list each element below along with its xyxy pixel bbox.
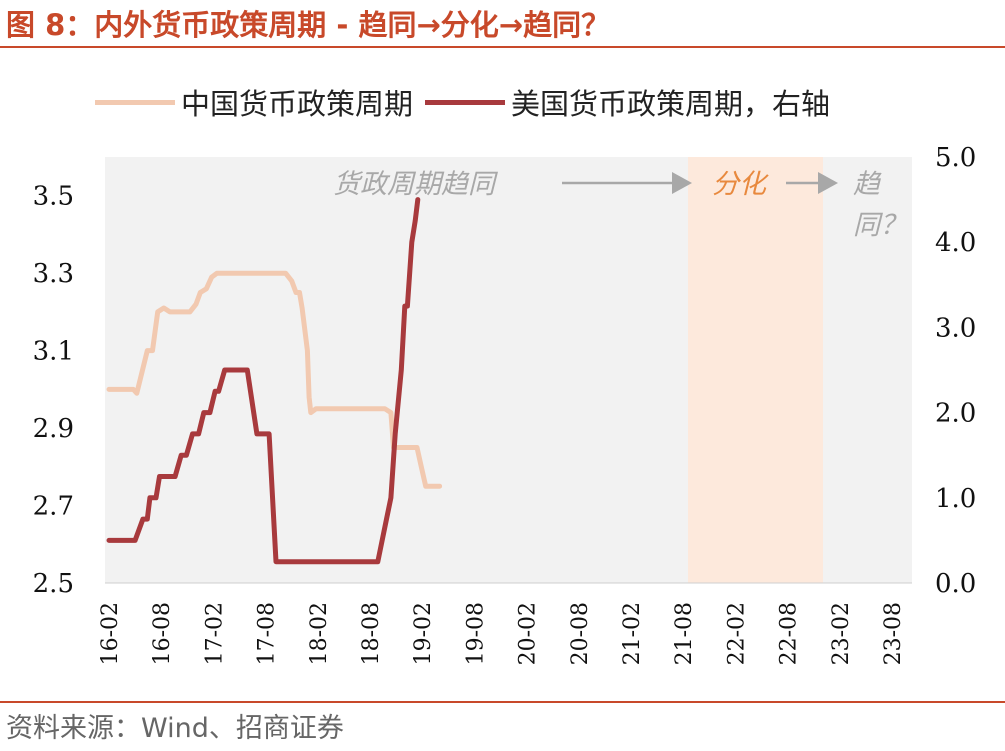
arrow-head-2: [818, 172, 838, 194]
series-line-us: [106, 197, 421, 565]
y-left-tick-label: 3.1: [33, 337, 74, 367]
y-right-tick-label: 0.0: [935, 569, 976, 599]
x-tick-label: 16-02: [98, 602, 123, 665]
x-tick-label: 19-02: [411, 602, 436, 665]
y-left-tick-label: 2.5: [33, 569, 74, 599]
shaded-regions: [105, 157, 912, 584]
chart-title: 图 8：内外货币政策周期 - 趋同→分化→趋同？: [6, 8, 611, 42]
x-tick-label: 22-02: [724, 602, 749, 665]
y-left-tick-label: 2.9: [33, 414, 74, 444]
x-tick-label: 23-08: [881, 602, 906, 665]
x-tick-label: 21-08: [672, 602, 697, 665]
shade-converge-2: [823, 157, 912, 583]
y-right-tick-label: 2.0: [935, 399, 976, 429]
y-right-tick-label: 1.0: [935, 484, 976, 514]
source-note: 资料来源：Wind、招商证券: [6, 713, 344, 744]
right-y-axis: 0.0 1.0 2.0 3.0 4.0 5.0: [935, 143, 976, 599]
annotation-reconverge-line2: 同？: [853, 210, 907, 241]
y-left-tick-label: 3.5: [33, 182, 74, 212]
x-tick-label: 20-08: [568, 602, 593, 665]
x-tick-label: 23-02: [829, 602, 854, 665]
legend-label-us: 美国货币政策周期，右轴: [511, 87, 831, 121]
x-tick-label: 18-02: [307, 602, 332, 665]
annotation-converge: 货政周期趋同: [333, 169, 498, 200]
legend-swatch-us: [425, 99, 506, 105]
chart-area: 2.5 2.7 2.9 3.1 3.3 3.5 0.0 1.0 2.0 3.0 4.0 5.0 16…: [33, 143, 977, 665]
y-right-tick-label: 5.0: [935, 143, 976, 173]
x-tick-label: 19-08: [463, 602, 488, 665]
series-lines: [106, 197, 443, 565]
y-right-tick-label: 3.0: [935, 313, 976, 343]
x-tick-label: 17-02: [202, 602, 227, 665]
x-tick-label: 21-02: [620, 602, 645, 665]
arrow-head-1: [672, 172, 692, 194]
y-left-tick-label: 3.3: [33, 259, 74, 289]
annotations: 货政周期趋同 分化 趋同？: [333, 169, 907, 241]
x-axis: 16-02 16-08 17-02 17-08 18-02 18-08 19-02 19-08…: [98, 602, 906, 665]
left-y-axis: 2.5 2.7 2.9 3.1 3.3 3.5: [33, 182, 74, 599]
legend-item-china: 中国货币政策周期: [95, 81, 413, 123]
legend-item-us: 美国货币政策周期，右轴: [425, 81, 830, 123]
legend: 中国货币政策周期 美国货币政策周期，右轴: [95, 80, 842, 124]
legend-swatch-china: [95, 99, 175, 105]
x-tick-label: 22-08: [777, 602, 802, 665]
shade-diverge: [688, 157, 823, 583]
source-divider: [0, 701, 1005, 703]
x-tick-label: 18-08: [359, 602, 384, 665]
x-tick-label: 20-02: [516, 602, 541, 665]
shade-converge-1: [105, 157, 688, 583]
x-tick-label: 17-08: [255, 602, 280, 665]
annotation-diverge: 分化: [712, 169, 769, 200]
y-left-tick-label: 2.7: [33, 492, 74, 522]
y-right-tick-label: 4.0: [935, 228, 976, 258]
x-tick-label: 16-08: [150, 602, 175, 665]
title-bar: 图 8：内外货币政策周期 - 趋同→分化→趋同？: [0, 0, 1005, 48]
legend-label-china: 中国货币政策周期: [181, 87, 414, 121]
title-divider: [0, 46, 1005, 48]
annotation-reconverge-line1: 趋: [853, 169, 882, 200]
